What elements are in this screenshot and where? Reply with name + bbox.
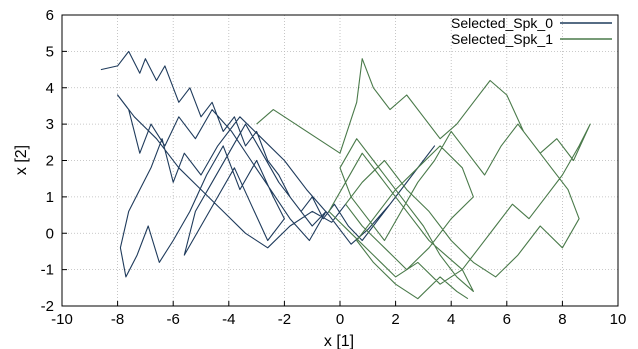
x-tick-label: -2 xyxy=(278,311,291,328)
x-tick-label: -4 xyxy=(222,311,235,328)
x-tick-label: -10 xyxy=(51,311,73,328)
y-tick-label: 4 xyxy=(46,80,54,97)
legend: Selected_Spk_0 Selected_Spk_1 xyxy=(451,15,612,47)
y-tick-label: -1 xyxy=(41,262,54,279)
legend-label-0: Selected_Spk_0 xyxy=(451,15,553,31)
x-tick-label: 4 xyxy=(447,311,455,328)
y-tick-label: 3 xyxy=(46,116,54,133)
series-layer xyxy=(100,50,591,300)
x-tick-label: 0 xyxy=(336,311,344,328)
y-tick-label: 6 xyxy=(46,7,54,24)
x-tick-label: 2 xyxy=(391,311,399,328)
x-tick-label: -8 xyxy=(111,311,124,328)
y-tick-label: 5 xyxy=(46,43,54,60)
x-tick-label: 10 xyxy=(610,311,627,328)
x-tick-label: -6 xyxy=(167,311,180,328)
y-tick-label: 1 xyxy=(46,189,54,206)
y-tick-label: -2 xyxy=(41,298,54,315)
series-line-1 xyxy=(256,58,591,300)
y-axis-title: x [2] xyxy=(13,145,30,175)
y-tick-label: 2 xyxy=(46,153,54,170)
series-line-0 xyxy=(100,50,436,278)
y-tick-label: 0 xyxy=(46,225,54,242)
x-tick-label: 8 xyxy=(558,311,566,328)
legend-label-1: Selected_Spk_1 xyxy=(451,31,553,47)
x-axis-title: x [1] xyxy=(324,333,354,349)
x-tick-label: 6 xyxy=(503,311,511,328)
